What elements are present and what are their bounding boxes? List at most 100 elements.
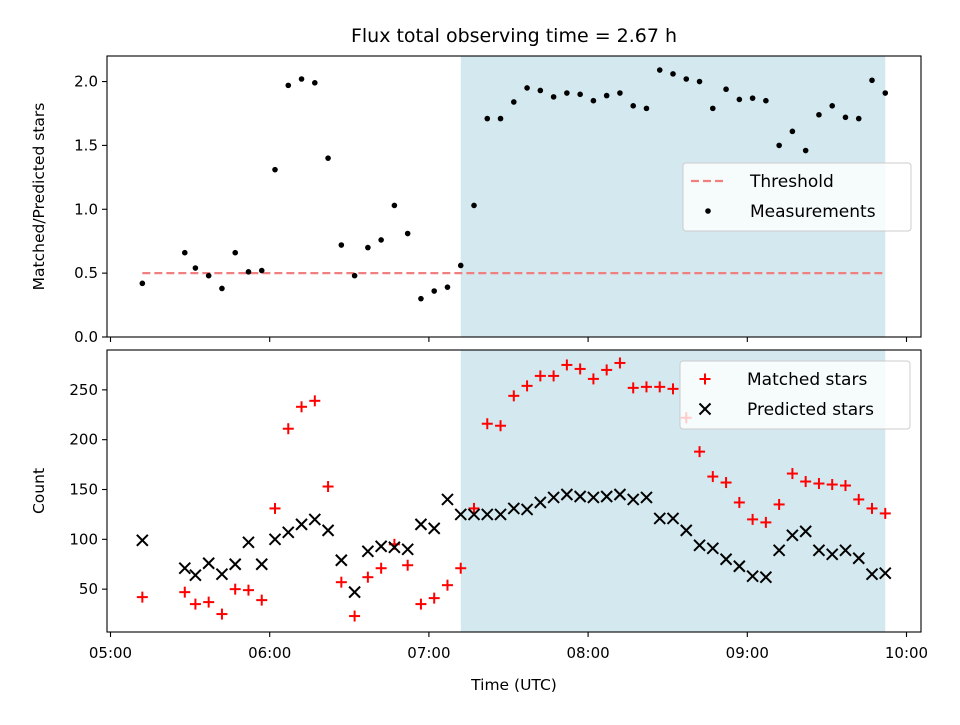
x-tick-label: 10:00 — [885, 644, 928, 662]
y-axis-label: Count — [30, 468, 48, 514]
measurement-point — [524, 85, 530, 91]
measurement-point — [617, 90, 623, 96]
predicted-star-point — [242, 536, 255, 549]
measurement-point — [630, 103, 637, 109]
predicted-star-point — [374, 540, 388, 553]
x-tick-label: 07:00 — [407, 644, 450, 662]
measurement-point — [537, 87, 544, 94]
predicted-star-point — [268, 533, 282, 546]
measurement-point — [471, 202, 477, 209]
legend-matched-swatch — [699, 373, 711, 385]
legend-label: Matched stars — [747, 370, 867, 390]
measurement-point — [338, 242, 345, 248]
matched-star-point — [481, 418, 493, 430]
predicted-star-point — [228, 558, 242, 571]
predicted-star-point — [401, 543, 414, 556]
matched-star-point — [747, 513, 759, 525]
predicted-star-point — [178, 562, 192, 575]
measurement-point — [484, 115, 491, 122]
predicted-star-point — [626, 493, 640, 506]
measurement-point — [245, 269, 252, 275]
predicted-star-point — [812, 544, 826, 557]
measurement-point — [683, 76, 690, 82]
matched-star-point — [640, 381, 652, 393]
matched-star-point — [879, 507, 891, 519]
series-predicted-stars — [136, 488, 892, 599]
predicted-star-point — [852, 552, 865, 565]
matched-star-point — [375, 562, 387, 574]
matched-star-point — [601, 364, 613, 376]
measurement-point — [670, 71, 676, 77]
measurement-point — [181, 249, 188, 256]
matched-star-point — [800, 476, 812, 488]
predicted-star-point — [189, 568, 202, 582]
matched-star-point — [826, 479, 838, 491]
measurement-point — [258, 267, 265, 274]
matched-star-point — [853, 493, 865, 505]
legend-label: Measurements — [750, 202, 876, 222]
predicted-star-point — [839, 544, 852, 557]
measurement-point — [312, 80, 318, 86]
measurement-point — [882, 90, 889, 96]
predicted-star-point — [772, 544, 786, 557]
matched-star-point — [468, 502, 480, 514]
predicted-star-point — [414, 518, 428, 531]
matched-star-point — [733, 496, 745, 508]
predicted-star-point — [693, 539, 706, 552]
measurement-point — [749, 95, 756, 101]
legend: Threshold Measurements — [682, 162, 912, 232]
predicted-star-point — [706, 542, 720, 555]
predicted-star-point — [879, 567, 892, 580]
matched-star-point — [720, 477, 732, 489]
measurement-point — [656, 67, 663, 73]
axes-frame — [106, 55, 922, 338]
predicted-star-point — [865, 567, 879, 581]
predicted-star-point — [825, 548, 839, 561]
measurement-point — [855, 115, 862, 122]
predicted-star-point — [467, 508, 481, 521]
matched-star-point — [760, 516, 772, 528]
legend-label: Predicted stars — [747, 400, 874, 420]
measurement-point — [497, 115, 504, 122]
matched-star-point — [179, 586, 191, 598]
predicted-star-point — [136, 534, 149, 547]
y-tick-label: 100 — [69, 530, 98, 548]
predicted-star-point — [560, 488, 574, 501]
measurement-point — [365, 244, 371, 251]
measurement-point — [816, 111, 822, 118]
matched-star-point — [694, 446, 706, 458]
predicted-star-point — [799, 525, 812, 538]
legend-predicted-swatch — [698, 402, 712, 416]
matched-star-point — [813, 478, 825, 490]
predicted-star-point — [587, 491, 600, 504]
predicted-star-point — [427, 522, 441, 535]
series-measurements — [139, 67, 889, 302]
matched-star-point — [667, 383, 679, 395]
matched-star-point — [256, 594, 268, 606]
matched-star-point — [229, 583, 241, 595]
predicted-star-point — [573, 490, 587, 503]
predicted-star-point — [361, 545, 375, 558]
y-tick-label: 1.0 — [74, 200, 98, 218]
measurement-point — [643, 105, 650, 112]
predicted-star-point — [494, 508, 507, 521]
matched-star-point — [574, 363, 586, 375]
measurement-point — [272, 166, 278, 173]
matched-star-point — [614, 357, 626, 369]
legend: Matched stars Predicted stars — [679, 360, 911, 430]
matched-star-point — [296, 401, 308, 413]
measurement-point — [802, 147, 809, 154]
measurement-point — [431, 288, 438, 294]
measurement-point — [298, 76, 305, 82]
measurement-point — [511, 99, 517, 105]
matched-star-point — [203, 596, 215, 608]
matched-star-point — [362, 571, 374, 583]
matched-star-point — [839, 480, 851, 492]
matched-star-point — [627, 382, 639, 394]
matched-star-point — [242, 584, 254, 596]
matched-star-point — [322, 481, 334, 493]
legend-measurement-swatch — [705, 208, 711, 214]
y-axis-label: Matched/Predicted stars — [30, 103, 48, 291]
legend-box — [682, 162, 912, 232]
